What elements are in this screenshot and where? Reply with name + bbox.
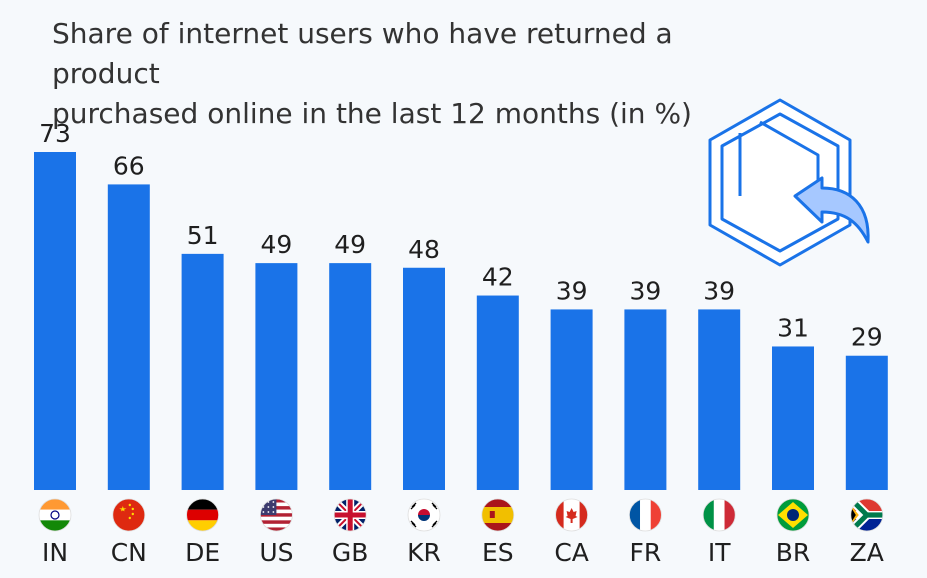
china-flag-icon: [112, 498, 146, 532]
bar-kr: [403, 267, 445, 490]
category-label-br: BR: [776, 538, 811, 567]
bar-za: [845, 355, 888, 490]
value-labels-layer: 73 66 51 49 49 48 42 39 39 39 31 29: [39, 119, 883, 352]
value-label-fr: 39: [629, 276, 661, 305]
chart-title-line-2: purchased online in the last 12 months (…: [52, 97, 692, 130]
spain-flag-icon: [481, 498, 515, 532]
brazil-flag-icon: [776, 498, 810, 532]
south-africa-flag-icon: [850, 498, 884, 532]
bar-de: [181, 253, 224, 490]
canada-flag-icon: [555, 498, 588, 532]
value-label-in: 73: [39, 119, 71, 148]
value-label-br: 31: [777, 313, 809, 342]
bar-es: [476, 295, 519, 490]
category-label-za: ZA: [850, 538, 884, 567]
category-label-cn: CN: [111, 538, 147, 567]
flags-layer: [38, 498, 884, 532]
bar-br: [772, 346, 814, 490]
south-korea-flag-icon: [407, 498, 441, 532]
chart-title-line-1: Share of internet users who have returne…: [52, 17, 673, 90]
category-label-de: DE: [185, 538, 220, 567]
value-label-cn: 66: [113, 151, 145, 180]
usa-flag-icon: [259, 498, 293, 532]
france-flag-icon: [629, 498, 662, 532]
chart-title: Share of internet users who have returne…: [52, 14, 692, 134]
category-label-gb: GB: [332, 538, 369, 567]
value-label-it: 39: [703, 276, 735, 305]
category-label-fr: FR: [630, 538, 662, 567]
value-label-de: 51: [187, 221, 219, 250]
category-label-it: IT: [708, 538, 731, 567]
bar-us: [255, 263, 298, 490]
bar-cn: [107, 184, 150, 491]
value-label-ca: 39: [556, 276, 588, 305]
bar-fr: [624, 309, 667, 490]
bar-ca: [550, 309, 593, 490]
india-flag-icon: [38, 498, 72, 532]
category-label-es: ES: [482, 538, 514, 567]
value-label-gb: 49: [334, 230, 366, 259]
italy-flag-icon: [702, 498, 736, 532]
germany-flag-icon: [186, 498, 220, 532]
value-label-za: 29: [851, 323, 883, 352]
category-labels-layer: IN CN DE US GB KR ES CA FR IT BR ZA: [42, 538, 884, 567]
return-package-icon: [708, 98, 870, 267]
uk-flag-icon: [333, 498, 367, 532]
value-label-kr: 48: [408, 235, 440, 264]
category-label-in: IN: [42, 538, 68, 567]
bar-gb: [329, 263, 372, 490]
category-label-ca: CA: [554, 538, 589, 567]
bars-layer: [34, 152, 888, 491]
category-label-us: US: [259, 538, 293, 567]
value-label-us: 49: [260, 230, 292, 259]
bar-in: [34, 152, 76, 490]
value-label-es: 42: [482, 263, 514, 292]
bar-it: [698, 309, 741, 490]
category-label-kr: KR: [407, 538, 441, 567]
